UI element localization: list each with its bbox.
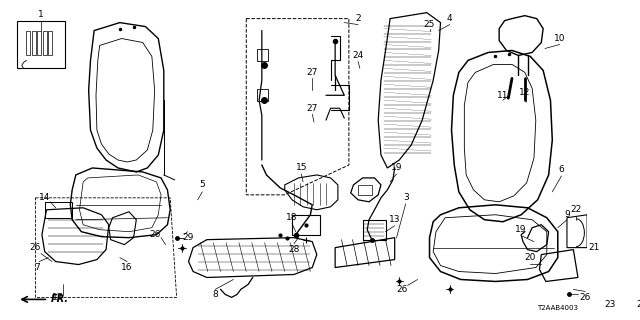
Text: 4: 4 bbox=[447, 14, 452, 23]
Text: 5: 5 bbox=[200, 180, 205, 189]
Text: 2: 2 bbox=[355, 14, 361, 23]
Text: 26: 26 bbox=[396, 285, 408, 294]
Text: 8: 8 bbox=[212, 290, 218, 299]
Text: 20: 20 bbox=[525, 253, 536, 262]
Text: 23: 23 bbox=[604, 300, 616, 309]
Text: 19: 19 bbox=[515, 225, 527, 234]
Text: T2AAB4003: T2AAB4003 bbox=[537, 305, 578, 311]
Text: 13: 13 bbox=[389, 215, 401, 224]
Text: 22: 22 bbox=[570, 205, 582, 214]
Text: 24: 24 bbox=[353, 51, 364, 60]
Text: 19: 19 bbox=[391, 164, 403, 172]
Text: 7: 7 bbox=[35, 263, 40, 272]
Text: 15: 15 bbox=[296, 164, 307, 172]
Text: 29: 29 bbox=[182, 233, 193, 242]
Text: 16: 16 bbox=[122, 263, 133, 272]
Text: 12: 12 bbox=[519, 88, 531, 97]
Text: 6: 6 bbox=[559, 165, 564, 174]
Text: 26: 26 bbox=[149, 230, 160, 239]
Text: 14: 14 bbox=[39, 193, 51, 202]
Text: 21: 21 bbox=[589, 243, 600, 252]
Text: 3: 3 bbox=[403, 193, 408, 202]
Text: 18: 18 bbox=[286, 213, 298, 222]
Text: FR.: FR. bbox=[51, 294, 69, 304]
Text: 10: 10 bbox=[554, 34, 565, 43]
Text: 26: 26 bbox=[580, 293, 591, 302]
Text: 1: 1 bbox=[38, 10, 44, 19]
Text: 17: 17 bbox=[52, 293, 63, 302]
Text: 25: 25 bbox=[424, 20, 435, 29]
Text: 27: 27 bbox=[307, 68, 318, 77]
Text: 27: 27 bbox=[307, 104, 318, 113]
Text: 9: 9 bbox=[564, 210, 570, 219]
Text: 11: 11 bbox=[497, 91, 509, 100]
Text: 28: 28 bbox=[288, 245, 300, 254]
Text: 26: 26 bbox=[30, 243, 41, 252]
Text: 28: 28 bbox=[636, 300, 640, 309]
